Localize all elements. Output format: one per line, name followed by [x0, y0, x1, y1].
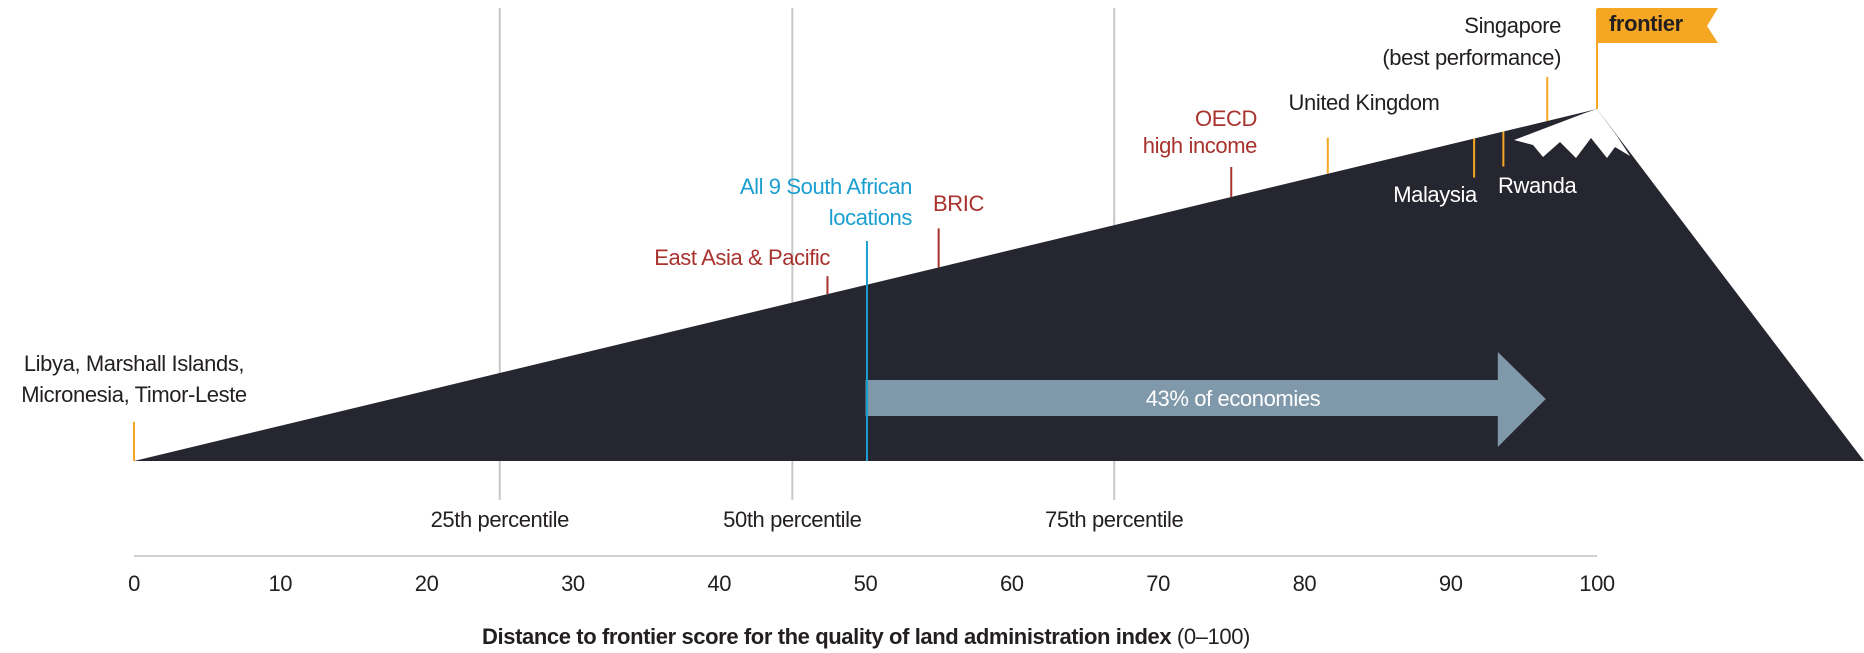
- x-tick-label: 100: [1579, 571, 1615, 596]
- percentile-label: 25th percentile: [431, 507, 569, 532]
- marker-label: All 9 South African: [740, 174, 912, 199]
- frontier-flag: [1597, 8, 1718, 43]
- x-tick-label: 90: [1439, 571, 1463, 596]
- marker-label: (best performance): [1382, 45, 1561, 70]
- x-tick-label: 70: [1146, 571, 1170, 596]
- mountain: [134, 109, 1864, 461]
- x-tick-label: 0: [128, 571, 140, 596]
- frontier-label: frontier: [1609, 11, 1684, 36]
- x-tick-label: 50: [854, 571, 878, 596]
- marker-label: locations: [829, 205, 913, 230]
- x-axis-title: Distance to frontier score for the quali…: [482, 624, 1250, 649]
- marker-label: Rwanda: [1498, 173, 1577, 198]
- arrow-label: 43% of economies: [1146, 386, 1321, 411]
- x-tick-label: 10: [268, 571, 292, 596]
- marker-label: OECD: [1195, 106, 1257, 131]
- x-tick-label: 60: [1000, 571, 1024, 596]
- x-axis-unit: (0–100): [1177, 624, 1250, 649]
- arrow: [865, 352, 1546, 447]
- marker-label: United Kingdom: [1289, 90, 1440, 115]
- marker-label: high income: [1143, 133, 1257, 158]
- marker-label: Malaysia: [1393, 182, 1478, 207]
- x-axis-label: Distance to frontier score for the quali…: [482, 624, 1172, 649]
- percentile-label: 50th percentile: [723, 507, 861, 532]
- x-tick-label: 40: [707, 571, 731, 596]
- x-tick-label: 20: [415, 571, 439, 596]
- marker-label: Micronesia, Timor-Leste: [21, 382, 247, 407]
- x-tick-label: 80: [1293, 571, 1317, 596]
- percentile-label: 75th percentile: [1045, 507, 1183, 532]
- marker-label: BRIC: [933, 191, 984, 216]
- marker-label: Libya, Marshall Islands,: [24, 351, 244, 376]
- marker-label: East Asia & Pacific: [654, 245, 830, 270]
- x-tick-label: 30: [561, 571, 585, 596]
- marker-label: Singapore: [1464, 13, 1561, 38]
- snow-cap: [1514, 109, 1630, 158]
